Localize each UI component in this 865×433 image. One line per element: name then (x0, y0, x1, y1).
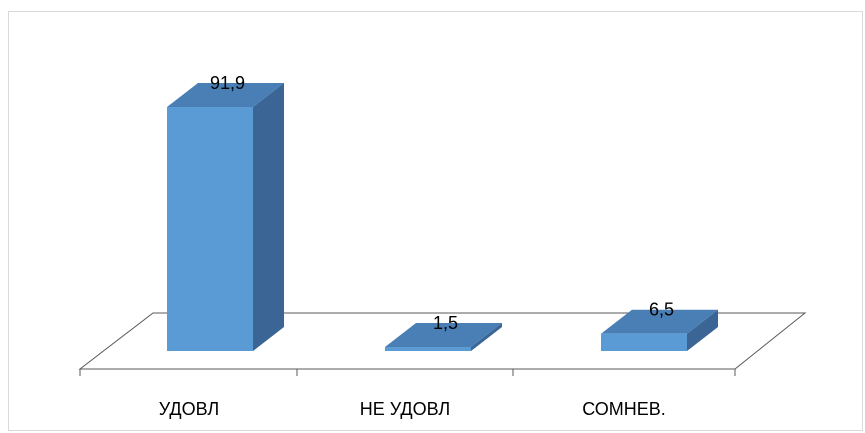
bars-group (167, 83, 718, 352)
data-label: 6,5 (649, 300, 674, 320)
bar-top (385, 323, 502, 348)
x-tick-label: УДОВЛ (159, 399, 219, 419)
bar-top (601, 309, 718, 334)
bar (385, 323, 502, 351)
data-labels-group: 91,9 1,5 6,5 (210, 73, 674, 333)
x-axis-labels: УДОВЛ НЕ УДОВЛ СОМНЕВ. (159, 399, 666, 419)
bar-side (687, 309, 718, 351)
bar-top (167, 83, 284, 108)
bar-front (167, 107, 253, 352)
bar-side (253, 83, 284, 352)
bar-front (601, 333, 687, 351)
bar (167, 83, 284, 352)
x-tick-label: СОМНЕВ. (582, 399, 666, 419)
bar (601, 309, 718, 351)
x-tick-label: НЕ УДОВЛ (360, 399, 450, 419)
data-label: 1,5 (433, 313, 458, 333)
data-label: 91,9 (210, 73, 245, 93)
chart-border (8, 11, 863, 431)
x-axis-ticks (79, 369, 736, 376)
bar-side (471, 323, 502, 351)
bar-front (385, 347, 471, 351)
